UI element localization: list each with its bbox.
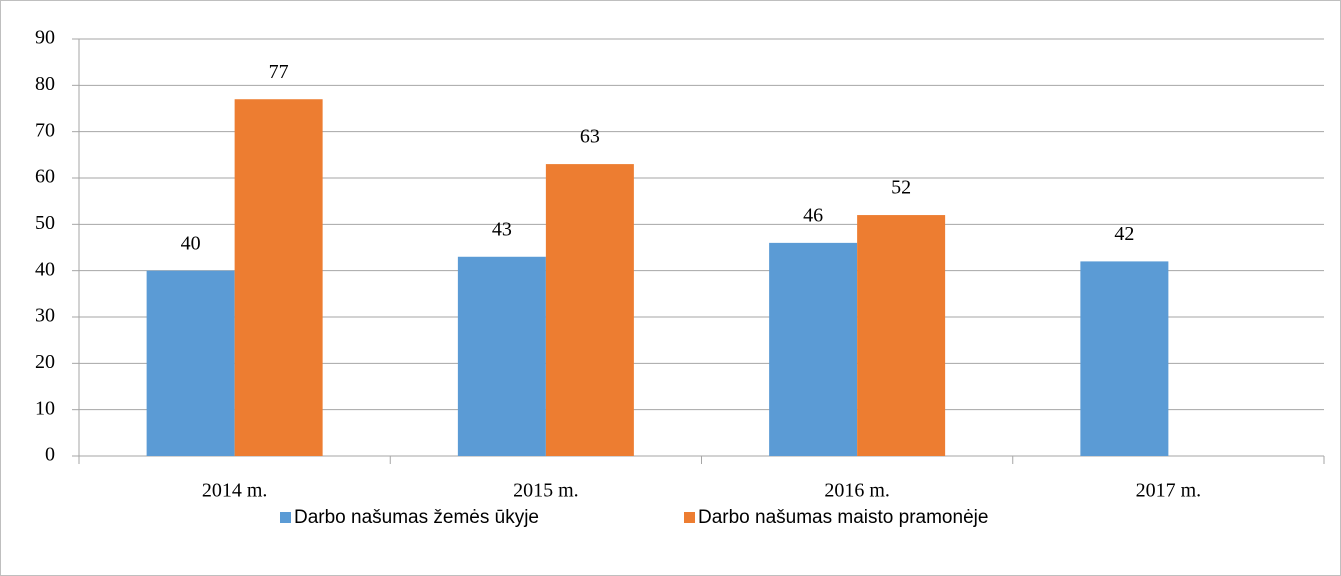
bar [457, 256, 546, 456]
bar [857, 215, 946, 456]
y-tick-label: 10 [35, 397, 55, 419]
x-tick-label: 2015 m. [513, 480, 579, 502]
y-tick-label: 90 [35, 27, 55, 49]
data-label: 63 [580, 126, 600, 148]
y-tick-label: 0 [45, 444, 55, 466]
y-tick-label: 70 [35, 119, 55, 141]
data-label: 40 [181, 232, 201, 254]
data-label: 52 [891, 177, 911, 199]
data-label: 77 [269, 61, 289, 83]
data-label: 42 [1114, 223, 1134, 245]
data-label: 43 [492, 218, 512, 240]
bar [1080, 261, 1169, 456]
bar [769, 242, 858, 456]
x-tick-label: 2014 m. [202, 480, 268, 502]
legend: Darbo našumas žemės ūkyje Darbo našumas m… [280, 507, 988, 528]
y-tick-label: 30 [35, 305, 55, 327]
y-tick-label: 80 [35, 73, 55, 95]
legend-swatch [684, 512, 695, 523]
y-tick-label: 50 [35, 212, 55, 234]
bar [545, 164, 634, 456]
y-tick-label: 40 [35, 258, 55, 280]
data-label: 46 [803, 204, 823, 226]
bar [234, 99, 323, 456]
y-tick-label: 60 [35, 166, 55, 188]
bar [146, 270, 235, 456]
x-tick-label: 2016 m. [824, 480, 890, 502]
y-tick-label: 20 [35, 351, 55, 373]
legend-label: Darbo našumas žemės ūkyje [294, 507, 539, 528]
legend-swatch [280, 512, 291, 523]
legend-label: Darbo našumas maisto pramonėje [698, 507, 988, 528]
x-tick-label: 2017 m. [1136, 480, 1202, 502]
